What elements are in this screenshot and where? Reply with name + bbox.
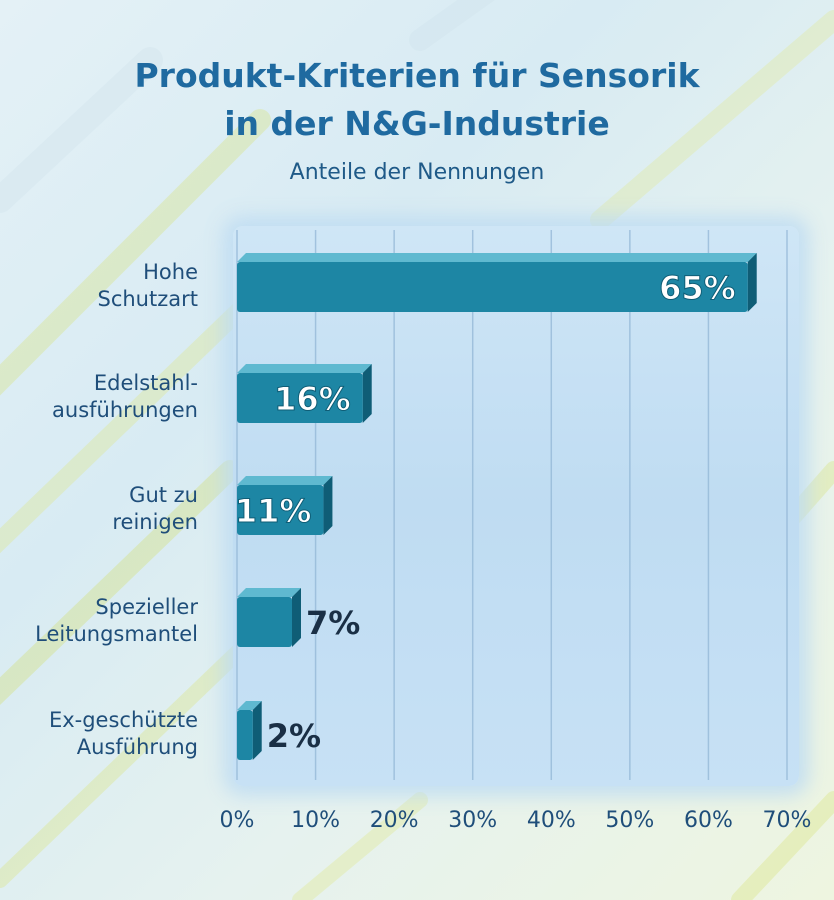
category-label: Edelstahl-: [94, 371, 198, 395]
bar: [237, 597, 292, 647]
bar-side-face: [292, 588, 301, 647]
category-label: Schutzart: [98, 287, 199, 311]
x-tick-label: 10%: [291, 808, 340, 833]
bar-group: [237, 364, 372, 423]
category-label: Leitungsmantel: [35, 622, 198, 646]
bar: [237, 373, 363, 423]
bar-top-face: [237, 701, 262, 710]
bar-side-face: [323, 476, 333, 535]
x-tick-label: 40%: [527, 808, 576, 833]
x-tick-label: 50%: [605, 808, 654, 833]
data-label: 7%: [306, 604, 360, 642]
x-tick-label: 0%: [220, 808, 255, 833]
bar-side-face: [362, 364, 372, 423]
bar-top-face: [237, 364, 372, 373]
category-label: Ex-geschützte: [49, 708, 198, 732]
bar-top-face: [237, 476, 333, 485]
data-label: 65%: [659, 269, 736, 307]
category-label: Spezieller: [95, 595, 198, 619]
x-tick-label: 20%: [370, 808, 419, 833]
bar-group: [237, 701, 262, 760]
bar: [237, 262, 748, 312]
category-label: reinigen: [112, 510, 198, 534]
bar-top-face: [237, 253, 757, 262]
bar-side-face: [747, 253, 757, 312]
data-label: 16%: [274, 380, 351, 418]
bar: [237, 485, 324, 535]
bar-group: [237, 476, 333, 535]
chart-title-line-1: Produkt-Kriterien für Sensorik: [134, 56, 700, 95]
data-label: 2%: [267, 717, 321, 755]
chart-subtitle: Anteile der Nennungen: [289, 160, 545, 185]
bar: [237, 710, 253, 760]
data-label: 11%: [235, 492, 312, 530]
x-tick-label: 70%: [763, 808, 812, 833]
bar-side-face: [252, 701, 262, 760]
bar-group: [237, 588, 301, 647]
x-tick-label: 30%: [448, 808, 497, 833]
category-label: Ausführung: [77, 735, 198, 759]
category-label: Gut zu: [129, 483, 198, 507]
bar-group: [237, 253, 757, 312]
bar-top-face: [237, 588, 301, 597]
x-tick-label: 60%: [684, 808, 733, 833]
chart-title-line-2: in der N&G-Industrie: [224, 104, 610, 143]
category-label: ausführungen: [52, 398, 198, 422]
category-label: Hohe: [143, 260, 198, 284]
